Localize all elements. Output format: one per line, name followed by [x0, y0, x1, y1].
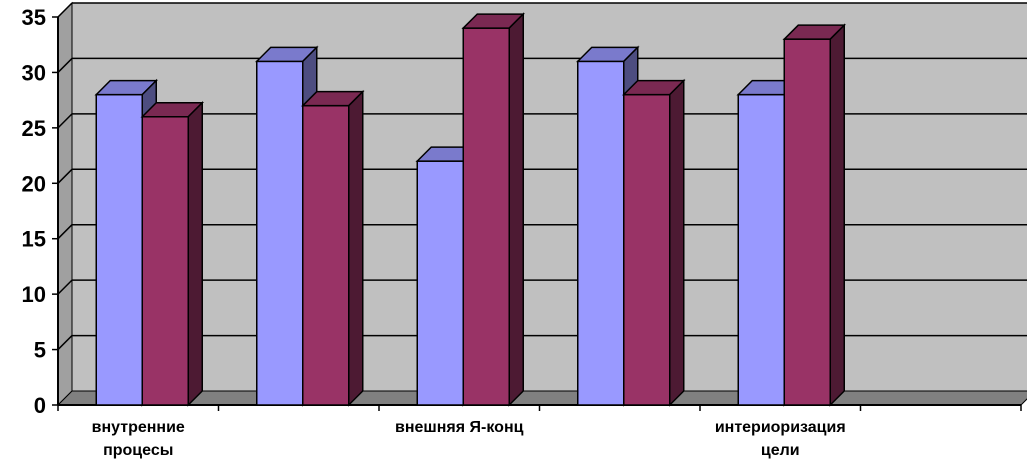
bar	[461, 12, 526, 407]
bars	[94, 12, 847, 407]
category-label-line: интериоризация	[715, 419, 846, 436]
y-tick-label: 10	[22, 282, 46, 307]
side-wall	[57, 1, 73, 407]
y-tick-label: 25	[22, 116, 46, 141]
bar-front	[783, 38, 831, 406]
bar	[300, 89, 365, 407]
bar-front	[577, 60, 625, 406]
bar-side	[187, 100, 203, 407]
bar-front	[256, 60, 304, 406]
bar-front	[462, 27, 510, 406]
bar-side	[669, 78, 685, 407]
floor	[56, 390, 1027, 406]
back-wall	[71, 2, 1027, 392]
bar-front	[95, 93, 143, 406]
category-label-line: процесы	[103, 442, 173, 459]
bar-front	[737, 93, 785, 406]
bar-front	[302, 104, 350, 406]
y-tick-label: 15	[22, 227, 46, 252]
bar	[621, 78, 686, 407]
y-tick-label: 35	[22, 5, 46, 30]
gridlines	[57, 2, 1027, 351]
category-label: внутренние процесы	[92, 419, 185, 459]
gridline-side	[57, 335, 73, 351]
bar-front	[416, 160, 464, 406]
bar	[782, 23, 847, 407]
bar-front	[141, 116, 189, 406]
y-tick-label: 20	[22, 171, 46, 196]
gridline-side	[57, 57, 73, 73]
category-label: интериоризация цели	[715, 419, 846, 459]
bar-side	[829, 23, 845, 407]
category-label: внешняя Я-конц	[395, 419, 524, 436]
y-tick-label: 30	[22, 60, 46, 85]
bar	[140, 100, 205, 407]
category-label-line: внешняя Я-конц	[395, 419, 524, 436]
gridline-side	[57, 2, 73, 18]
gridline-side	[57, 113, 73, 129]
bar-side	[508, 12, 524, 407]
gridline-side	[57, 168, 73, 184]
chart-walls	[56, 1, 1027, 407]
y-tick-label: 0	[34, 393, 46, 418]
bar-front	[623, 93, 671, 406]
y-tick-label: 5	[34, 338, 46, 363]
gridline-side	[57, 224, 73, 240]
gridline-side	[57, 279, 73, 295]
category-label-line: цели	[761, 442, 800, 459]
axis-labels: 0 5 10 15 20 25 30 35 внутренние процесы внешняя Я…	[22, 5, 846, 459]
category-label-line: внутренние	[92, 419, 185, 436]
bar-side	[348, 89, 364, 407]
axes	[52, 16, 1022, 411]
